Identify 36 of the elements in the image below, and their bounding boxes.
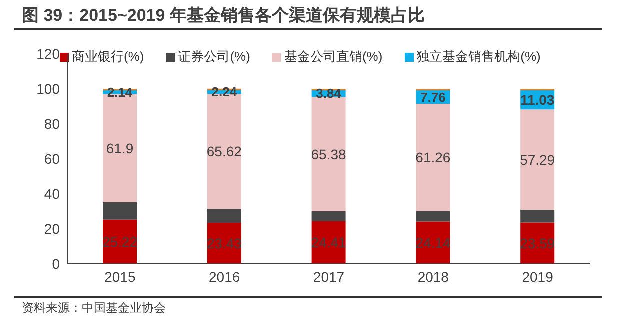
text: 资料来源：中国基金业协会 (22, 300, 166, 317)
bar (103, 202, 137, 220)
y-tick-label: 100 (36, 80, 60, 97)
legend-label: 证券公司(%) (178, 48, 250, 66)
bar (207, 209, 242, 223)
legend-label: 商业银行(%) (72, 48, 144, 66)
data-label: 65.62 (206, 144, 242, 160)
data-label: 25.22 (102, 234, 138, 250)
x-tick-label: 2018 (418, 268, 450, 285)
x-tick-label: 2015 (104, 268, 136, 285)
data-label: 7.76 (420, 90, 446, 105)
bar (416, 104, 450, 212)
x-tick-label: 2016 (209, 268, 240, 285)
chart-title: 图 39：2015~2019 年基金销售各个渠道保有规模占比 (22, 5, 425, 27)
y-tick-label: 0 (52, 256, 60, 272)
y-tick-label: 60 (44, 150, 60, 167)
data-label: 61.9 (106, 140, 134, 156)
data-label: 65.38 (311, 146, 347, 162)
data-label: 23.43 (206, 236, 242, 252)
y-tick-label: 40 (44, 186, 60, 202)
data-label: 57.29 (520, 152, 556, 168)
x-tick-label: 2019 (522, 268, 554, 285)
bar (520, 210, 555, 223)
data-label: 23.59 (520, 235, 556, 252)
bar (416, 211, 450, 222)
y-tick-label: 80 (44, 116, 60, 132)
bar (312, 97, 346, 212)
data-label: 11.03 (520, 92, 555, 108)
bar (312, 211, 346, 222)
bar (520, 110, 555, 210)
y-tick-label: 120 (36, 46, 60, 62)
x-tick-label: 2017 (313, 268, 345, 285)
legend-label: 独立基金销售机构(%) (416, 48, 541, 66)
y-tick-label: 20 (44, 220, 60, 237)
data-label: 61.26 (416, 150, 451, 166)
legend-label: 基金公司直销(%) (284, 48, 383, 66)
